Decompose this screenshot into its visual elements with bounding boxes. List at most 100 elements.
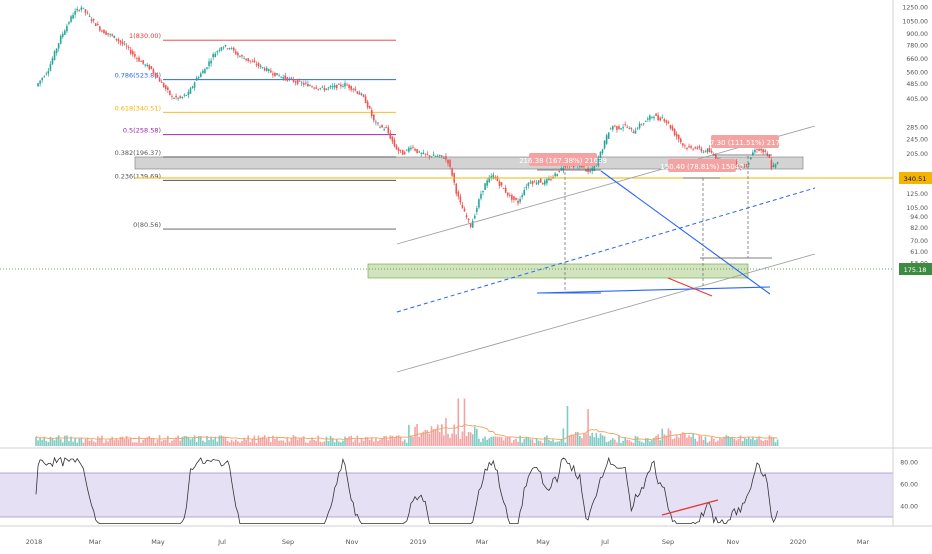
volume-bar [776, 439, 779, 446]
candle-body [311, 86, 313, 88]
volume-bar [298, 437, 301, 446]
volume-bar [410, 436, 412, 446]
candle-body [657, 115, 659, 121]
fib-level-label: 1(830.00) [129, 32, 161, 40]
volume-bar [455, 434, 458, 446]
fib-level-label: 0.5(258.58) [123, 127, 161, 135]
volume-bar [548, 439, 550, 446]
volume-bar [325, 436, 328, 446]
volume-bar [653, 437, 655, 446]
candle-body [294, 81, 297, 83]
volume-bar [570, 434, 573, 446]
candle-body [441, 155, 443, 157]
candle-body [49, 64, 52, 71]
volume-bar [270, 441, 272, 446]
volume-bar [445, 417, 447, 446]
candle-body [200, 73, 202, 77]
volume-bar [78, 438, 81, 446]
volume-bar [752, 437, 754, 446]
candle-body [228, 48, 231, 49]
volume-bar [101, 435, 103, 446]
candle-body [272, 73, 274, 76]
volume-bar [263, 435, 266, 446]
volume-bar [688, 435, 690, 446]
volume-bar [37, 440, 39, 446]
candle-body [185, 95, 188, 96]
volume-bar [406, 442, 408, 446]
candle-body [241, 55, 243, 57]
volume-bar [82, 442, 85, 446]
volume-bar [614, 439, 616, 446]
candle-body [465, 215, 468, 218]
candle-body [385, 127, 387, 128]
candle-body [560, 167, 563, 170]
volume-bar [173, 439, 175, 446]
volume-bar [134, 442, 136, 446]
volume-bar [620, 442, 622, 446]
candle-body [259, 65, 262, 67]
candle-body [222, 47, 225, 49]
price-tick-label: 560.00 [906, 70, 928, 77]
candle-body [321, 86, 324, 88]
volume-bar [459, 439, 462, 446]
candle-body [158, 78, 161, 82]
volume-bar [160, 441, 163, 446]
candle-body [88, 16, 91, 17]
candle-body [387, 127, 390, 134]
candle-body [331, 86, 334, 88]
candle-body [154, 72, 157, 77]
volume-bar [552, 439, 554, 446]
volume-bar [385, 436, 387, 446]
volume-bar [704, 436, 707, 446]
volume-bar [451, 433, 453, 446]
candle-body [562, 168, 565, 171]
candle-body [78, 10, 81, 11]
volume-bar [432, 428, 435, 446]
volume-bar [113, 440, 116, 446]
volume-bar [741, 441, 744, 446]
volume-bar [379, 439, 381, 446]
time-tick-label: Sep [662, 538, 674, 546]
volume-bar [574, 431, 577, 446]
candle-body [647, 118, 649, 120]
candle-body [43, 76, 46, 78]
fib-lines: 1(830.00) 0.786(523.85) 0.618(340.51) 0.5(2… [115, 32, 396, 230]
candle-body [428, 155, 431, 157]
candle-body [354, 88, 357, 91]
price-tick-label: 105.00 [906, 205, 928, 212]
candle-body [119, 40, 122, 43]
volume-bar [202, 440, 204, 446]
volume-bar [649, 441, 651, 446]
volume-bar [74, 438, 76, 446]
volume-bar [482, 438, 484, 446]
volume-bar [651, 439, 653, 446]
channel-mid-line [396, 187, 816, 313]
volume-bar [737, 438, 740, 446]
candle-body [754, 150, 756, 153]
candle-body [776, 161, 779, 164]
volume-bar [333, 442, 336, 446]
candle-body [51, 58, 54, 65]
candle-body [461, 204, 464, 209]
volume-bar [105, 440, 107, 446]
volume-bar [673, 438, 676, 446]
volume-bar [321, 442, 324, 446]
candle-body [82, 7, 85, 9]
volume-bar [39, 437, 41, 446]
volume-bar [241, 441, 243, 446]
candle-body [232, 47, 235, 51]
candle-body [486, 180, 488, 186]
candle-body [750, 157, 752, 160]
candle-body [424, 153, 427, 155]
candle-body [340, 84, 342, 87]
volume-bar [702, 439, 705, 446]
fib-level-label: 0.382(196.37) [115, 149, 161, 157]
volume-bar [309, 440, 311, 446]
candle-body [484, 183, 486, 190]
candle-body [694, 147, 696, 149]
volume-bar [756, 438, 758, 446]
rsi-tick-label: 80.00 [900, 460, 918, 467]
candle-body [206, 67, 208, 69]
volume-bar [175, 437, 177, 446]
candle-body [276, 73, 278, 76]
